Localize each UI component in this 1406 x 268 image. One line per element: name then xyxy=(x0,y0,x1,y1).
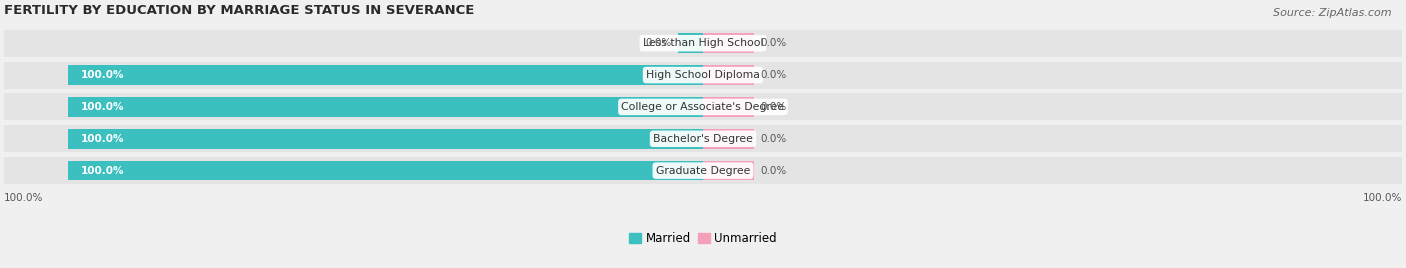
Text: 100.0%: 100.0% xyxy=(80,70,124,80)
Text: FERTILITY BY EDUCATION BY MARRIAGE STATUS IN SEVERANCE: FERTILITY BY EDUCATION BY MARRIAGE STATU… xyxy=(4,4,475,17)
Text: Less than High School: Less than High School xyxy=(643,38,763,48)
Bar xyxy=(703,161,754,180)
Text: 0.0%: 0.0% xyxy=(761,166,786,176)
Bar xyxy=(4,125,1402,152)
Bar xyxy=(67,97,703,117)
Bar xyxy=(4,62,1402,89)
Text: Bachelor's Degree: Bachelor's Degree xyxy=(652,134,754,144)
Bar xyxy=(4,157,1402,184)
Text: 100.0%: 100.0% xyxy=(80,166,124,176)
Text: 100.0%: 100.0% xyxy=(80,102,124,112)
Bar xyxy=(678,33,703,53)
Bar xyxy=(67,129,703,149)
Bar xyxy=(703,33,754,53)
Text: 100.0%: 100.0% xyxy=(80,134,124,144)
Text: 100.0%: 100.0% xyxy=(1362,193,1402,203)
Legend: Married, Unmarried: Married, Unmarried xyxy=(624,227,782,250)
Text: High School Diploma: High School Diploma xyxy=(647,70,759,80)
Text: Graduate Degree: Graduate Degree xyxy=(655,166,751,176)
Text: 0.0%: 0.0% xyxy=(761,70,786,80)
Bar xyxy=(4,93,1402,120)
Text: College or Associate's Degree: College or Associate's Degree xyxy=(621,102,785,112)
Bar xyxy=(703,65,754,85)
Text: 100.0%: 100.0% xyxy=(4,193,44,203)
Bar xyxy=(703,97,754,117)
Bar xyxy=(4,30,1402,57)
Text: 0.0%: 0.0% xyxy=(761,134,786,144)
Bar xyxy=(67,161,703,180)
Bar xyxy=(703,129,754,149)
Bar xyxy=(67,65,703,85)
Text: Source: ZipAtlas.com: Source: ZipAtlas.com xyxy=(1274,8,1392,18)
Text: 0.0%: 0.0% xyxy=(761,38,786,48)
Text: 0.0%: 0.0% xyxy=(761,102,786,112)
Text: 0.0%: 0.0% xyxy=(645,38,671,48)
